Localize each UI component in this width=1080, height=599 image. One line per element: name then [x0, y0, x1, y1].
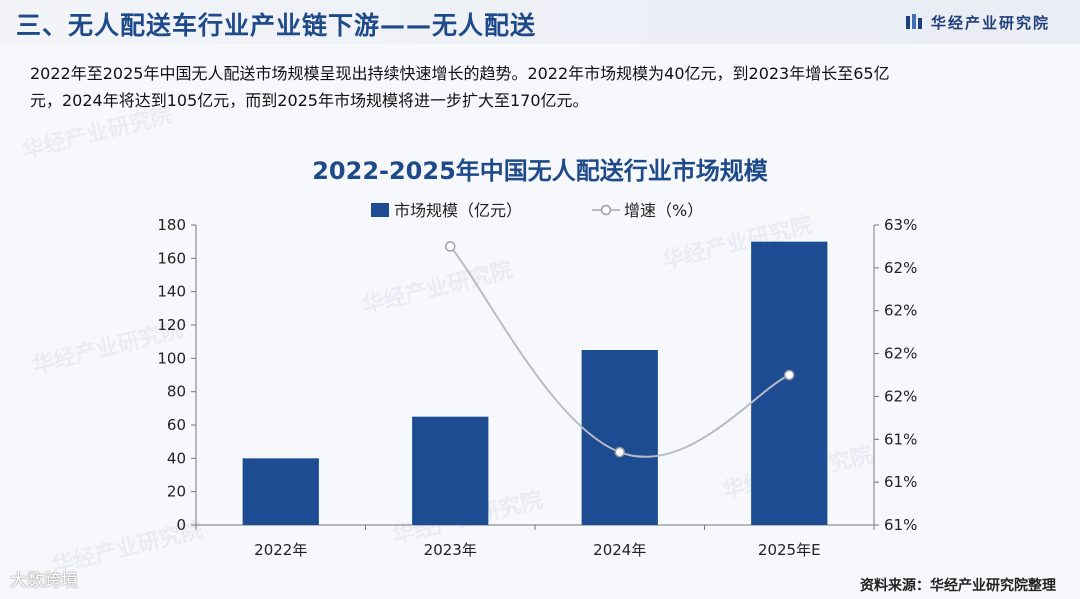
chart-title: 2022-2025年中国无人配送行业市场规模 [312, 157, 768, 185]
brand-name: 华经产业研究院 [930, 13, 1050, 32]
y-left-tick-label: 180 [157, 216, 186, 234]
bar [412, 416, 489, 525]
y-left-tick-label: 140 [157, 283, 186, 301]
x-tick-label: 2023年 [424, 541, 477, 559]
source-note: 资料来源：华经产业研究院整理 [860, 578, 1056, 594]
intro-line-2: 元，2024年将达到105亿元，而到2025年市场规模将进一步扩大至170亿元。 [30, 91, 589, 110]
y-left-tick-label: 0 [176, 516, 186, 534]
growth-point [784, 369, 795, 381]
legend-bar-label: 市场规模（亿元） [394, 201, 522, 220]
y-left-tick-label: 40 [167, 449, 186, 467]
bar [751, 241, 828, 525]
y-right-tick-label: 61% [884, 473, 917, 491]
y-right-tick-label: 62% [884, 345, 917, 363]
y-right-tick-label: 62% [884, 387, 917, 405]
y-left-tick-label: 160 [157, 249, 186, 267]
x-tick-label: 2024年 [593, 541, 646, 559]
legend-line-marker [600, 204, 612, 216]
y-left-tick-label: 120 [157, 316, 186, 334]
y-right-tick-label: 62% [884, 302, 917, 320]
legend-bar-swatch [371, 203, 389, 217]
y-left-tick-label: 80 [167, 383, 186, 401]
y-left-tick-label: 100 [157, 349, 186, 367]
y-left-tick-label: 60 [167, 416, 186, 434]
header-bar: 三、无人配送车行业产业链下游——无人配送 华经产业研究院 [0, 0, 1080, 44]
y-right-tick-label: 62% [884, 259, 917, 277]
growth-point [445, 241, 456, 252]
x-tick-label: 2022年 [254, 541, 307, 559]
y-left-tick-label: 20 [167, 483, 186, 501]
corner-watermark: 大数跨境 [10, 571, 78, 591]
y-right-tick-label: 63% [884, 216, 917, 234]
brand: 华经产业研究院 [905, 11, 1050, 33]
page-title: 三、无人配送车行业产业链下游——无人配送 [16, 11, 537, 40]
bar [242, 458, 319, 525]
intro-paragraph: 2022年至2025年中国无人配送市场规模呈现出持续快速增长的趋势。2022年市… [30, 60, 1060, 114]
x-tick-label: 2025年E [758, 541, 821, 559]
y-right-tick-label: 61% [884, 516, 917, 534]
growth-point [614, 446, 625, 458]
intro-line-1: 2022年至2025年中国无人配送市场规模呈现出持续快速增长的趋势。2022年市… [30, 64, 890, 83]
legend-line-label: 增速（%） [624, 201, 703, 220]
y-right-tick-label: 61% [884, 430, 917, 448]
brand-logo-icon [905, 14, 922, 29]
